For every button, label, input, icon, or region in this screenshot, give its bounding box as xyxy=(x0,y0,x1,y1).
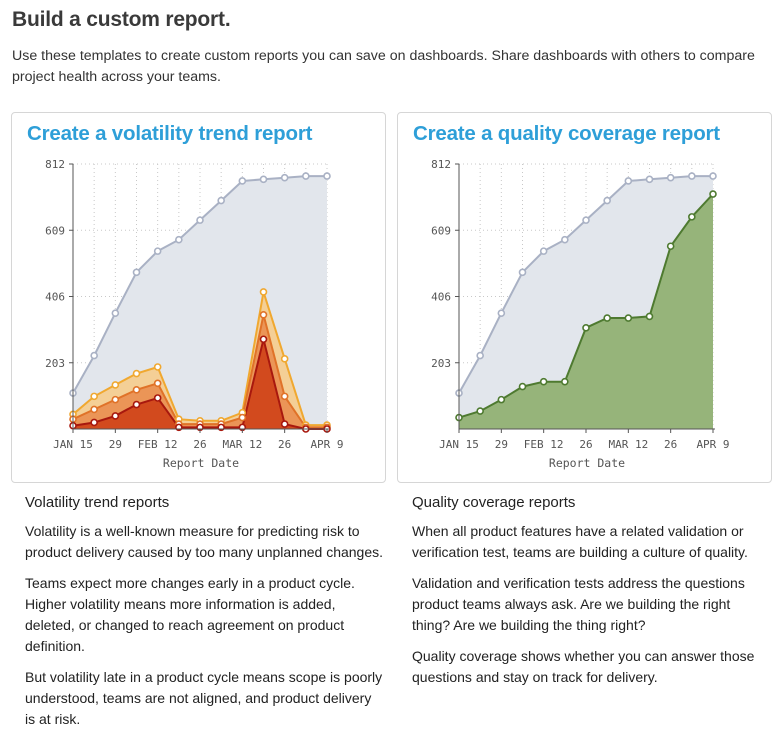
volatility-chart: 203 406 609 812 JAN 15 29 FEB 12 26 MAR 12 26 APR … xyxy=(45,158,343,470)
vol-series-1-point xyxy=(259,288,268,296)
vol-series-2-point xyxy=(90,405,98,414)
vol-y-tick-label: 812 xyxy=(45,158,65,171)
qual-series-1-area xyxy=(459,194,713,429)
intro-text: Use these templates to create custom rep… xyxy=(12,48,755,85)
qual-y-tick-label: 609 xyxy=(431,224,451,237)
quality-chart: 203 406 609 812 JAN 15 29 FEB 12 26 MAR 12 26 APR … xyxy=(431,158,729,470)
vol-series-0-point xyxy=(217,196,225,205)
vol-series-1-point xyxy=(153,363,162,371)
volatility-paragraph-3: But volatility late in a product cycle m… xyxy=(25,669,383,727)
quality-paragraph-3: Quality coverage shows whether you can a… xyxy=(412,648,755,685)
vol-series-2-point xyxy=(153,379,162,388)
qual-x-tick-label: 26 xyxy=(664,438,677,451)
vol-y-tick-label: 609 xyxy=(45,224,65,237)
qual-series-0-point xyxy=(518,268,527,277)
qual-series-0-point xyxy=(561,235,569,244)
qual-series-0-point xyxy=(688,172,696,180)
page-title: Build a custom report. xyxy=(12,8,231,31)
qual-series-1-point xyxy=(497,395,506,404)
quality-paragraph-2: Validation and verification tests addres… xyxy=(412,575,745,633)
vol-series-0-point xyxy=(132,268,141,277)
qual-series-0-point xyxy=(476,351,484,360)
qual-y-tick-label: 203 xyxy=(431,357,451,370)
vol-series-2-point xyxy=(132,386,141,394)
volatility-card-title[interactable]: Create a volatility trend report xyxy=(27,122,313,145)
vol-series-3-point xyxy=(259,335,268,344)
vol-series-2-point xyxy=(280,392,289,401)
vol-series-0-point xyxy=(90,351,98,360)
vol-series-0-point xyxy=(238,177,247,185)
vol-series-1-point xyxy=(90,392,98,401)
vol-x-tick-label: APR 9 xyxy=(310,438,343,451)
quality-card-title[interactable]: Create a quality coverage report xyxy=(413,122,720,145)
qual-x-tick-label: JAN 15 xyxy=(439,438,479,451)
volatility-paragraph-2: Teams expect more changes early in a pro… xyxy=(25,575,355,654)
vol-x-tick-label: 26 xyxy=(278,438,291,451)
qual-series-1-point xyxy=(688,213,696,221)
qual-x-axis-label: Report Date xyxy=(549,456,625,470)
vol-x-tick-label: JAN 15 xyxy=(53,438,93,451)
vol-series-0-point xyxy=(302,172,310,180)
qual-series-1-point xyxy=(645,312,654,321)
vol-series-0-point xyxy=(111,309,120,317)
quality-report-card[interactable]: 203 406 609 812 JAN 15 29 FEB 12 26 MAR 12 26 APR … xyxy=(397,112,772,483)
vol-series-1-point xyxy=(111,381,120,389)
qual-x-tick-label: FEB 12 xyxy=(524,438,564,451)
volatility-description: Volatility trend reports Volatility is a… xyxy=(25,492,385,731)
qual-x-tick-label: 26 xyxy=(579,438,592,451)
qual-series-1-point xyxy=(603,314,611,322)
qual-series-1-point xyxy=(561,377,569,386)
vol-series-0-point xyxy=(153,247,162,255)
qual-series-1-point xyxy=(624,314,633,322)
vol-series-0-point xyxy=(259,175,268,184)
qual-series-1-point xyxy=(518,382,527,391)
qual-series-0-point xyxy=(603,196,611,205)
vol-series-2-point xyxy=(238,413,247,422)
vol-series-3-point xyxy=(90,418,98,427)
vol-series-0-point xyxy=(196,216,204,224)
vol-series-3-point xyxy=(111,412,120,420)
vol-series-1-point xyxy=(132,369,141,378)
vol-series-2-point xyxy=(111,395,120,404)
vol-x-tick-label: FEB 12 xyxy=(138,438,178,451)
vol-series-3-point xyxy=(280,420,289,428)
qual-x-tick-label: APR 9 xyxy=(696,438,729,451)
qual-series-1-point xyxy=(582,324,590,332)
qual-series-1-point xyxy=(476,407,484,415)
volatility-report-card[interactable]: 203 406 609 812 JAN 15 29 FEB 12 26 MAR 12 26 APR … xyxy=(11,112,386,483)
quality-paragraph-1: When all product features have a related… xyxy=(412,523,748,560)
vol-series-2-point xyxy=(259,310,268,319)
vol-x-tick-label: 29 xyxy=(109,438,122,451)
vol-y-tick-label: 406 xyxy=(45,291,65,304)
qual-series-1-point xyxy=(539,377,548,386)
vol-y-tick-label: 203 xyxy=(45,357,65,370)
vol-series-3-point xyxy=(132,400,141,409)
qual-x-tick-label: 29 xyxy=(495,438,508,451)
qual-series-1-point xyxy=(666,242,675,251)
vol-series-0-point xyxy=(175,235,183,244)
qual-y-tick-label: 812 xyxy=(431,158,451,171)
quality-description: Quality coverage reports When all produc… xyxy=(412,492,772,698)
qual-series-0-point xyxy=(624,177,633,185)
qual-series-0-point xyxy=(645,175,654,184)
vol-x-tick-label: MAR 12 xyxy=(222,438,262,451)
qual-series-0-point xyxy=(582,216,590,224)
vol-series-0-point xyxy=(280,173,289,182)
qual-series-0-point xyxy=(666,173,675,182)
vol-series-0-point xyxy=(323,172,331,180)
qual-series-1-point xyxy=(709,190,717,198)
quality-heading: Quality coverage reports xyxy=(412,494,576,511)
volatility-paragraph-1: Volatility is a well-known measure for p… xyxy=(25,523,384,560)
volatility-heading: Volatility trend reports xyxy=(25,494,170,511)
vol-series-3-point xyxy=(153,394,162,402)
qual-x-tick-label: MAR 12 xyxy=(608,438,648,451)
vol-x-tick-label: 26 xyxy=(193,438,206,451)
qual-y-tick-label: 406 xyxy=(431,291,451,304)
vol-x-axis-label: Report Date xyxy=(163,456,239,470)
qual-series-0-point xyxy=(709,172,717,180)
qual-series-0-point xyxy=(497,309,506,317)
qual-series-0-point xyxy=(539,247,548,255)
vol-series-1-point xyxy=(280,355,289,363)
